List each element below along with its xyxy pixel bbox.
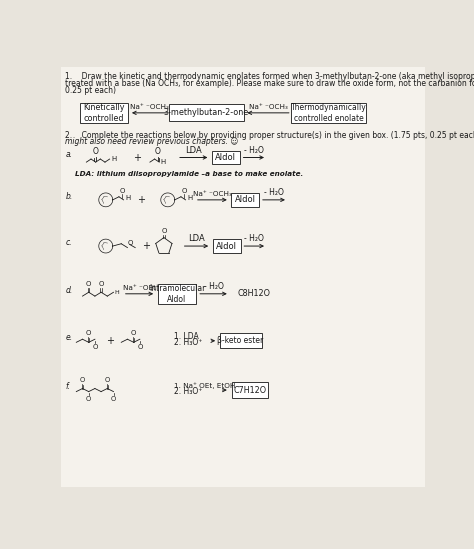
Text: Na⁺ ⁻OCH₃: Na⁺ ⁻OCH₃ bbox=[193, 191, 232, 197]
Text: H: H bbox=[114, 290, 119, 295]
Text: β-keto ester: β-keto ester bbox=[218, 337, 264, 345]
Text: Kinetically
controlled: Kinetically controlled bbox=[83, 103, 125, 122]
Text: 3-methylbutan-2-one: 3-methylbutan-2-one bbox=[164, 108, 249, 117]
Text: Na⁺ ⁻OEt: Na⁺ ⁻OEt bbox=[123, 285, 156, 291]
Text: Aldol: Aldol bbox=[235, 195, 256, 204]
Text: O: O bbox=[131, 330, 137, 336]
Text: O: O bbox=[155, 147, 161, 156]
Text: LDA: lithium diisopropylamide –a base to make enolate.: LDA: lithium diisopropylamide –a base to… bbox=[75, 171, 303, 177]
Text: 1.    Draw the kinetic and thermodynamic enolates formed when 3-methylbutan-2-on: 1. Draw the kinetic and thermodynamic en… bbox=[65, 72, 474, 81]
Text: O: O bbox=[128, 240, 133, 246]
Text: Aldol: Aldol bbox=[216, 242, 237, 250]
Text: O: O bbox=[86, 396, 91, 402]
Text: e.: e. bbox=[65, 333, 73, 342]
FancyBboxPatch shape bbox=[212, 150, 240, 165]
FancyBboxPatch shape bbox=[80, 103, 128, 123]
FancyBboxPatch shape bbox=[213, 239, 241, 253]
Text: 2.    Complete the reactions below by providing proper structure(s) in the given: 2. Complete the reactions below by provi… bbox=[65, 131, 474, 139]
Text: +: + bbox=[133, 153, 141, 163]
Text: a.: a. bbox=[65, 150, 73, 159]
Text: +: + bbox=[142, 241, 150, 251]
Text: Aldol: Aldol bbox=[215, 153, 237, 162]
Text: d.: d. bbox=[65, 286, 73, 295]
Text: O: O bbox=[119, 188, 125, 194]
Text: O: O bbox=[92, 344, 98, 350]
FancyBboxPatch shape bbox=[232, 382, 268, 397]
Text: +: + bbox=[106, 336, 114, 346]
Text: H: H bbox=[111, 156, 117, 162]
FancyBboxPatch shape bbox=[61, 68, 425, 487]
Text: O: O bbox=[86, 281, 91, 287]
Text: O: O bbox=[93, 147, 99, 156]
Text: LDA: LDA bbox=[185, 146, 202, 155]
Text: c.: c. bbox=[65, 238, 72, 248]
Text: O: O bbox=[111, 396, 116, 402]
Text: 2. H₃O⁺: 2. H₃O⁺ bbox=[174, 387, 202, 396]
Text: O: O bbox=[137, 344, 143, 350]
Text: b.: b. bbox=[65, 192, 73, 201]
Text: - H₂O: - H₂O bbox=[264, 188, 284, 197]
Text: C7H12O: C7H12O bbox=[233, 385, 266, 395]
Text: O: O bbox=[99, 281, 104, 287]
Text: treated with a base (Na OCH₃, for example). Please make sure to draw the oxide f: treated with a base (Na OCH₃, for exampl… bbox=[65, 79, 474, 88]
FancyBboxPatch shape bbox=[231, 193, 259, 207]
Text: O: O bbox=[86, 330, 91, 336]
Text: Na⁺ ⁻OCH₃: Na⁺ ⁻OCH₃ bbox=[249, 104, 288, 110]
Text: - H₂O: - H₂O bbox=[244, 146, 264, 155]
Text: 1. Na⁺ OEt, EtOH: 1. Na⁺ OEt, EtOH bbox=[174, 382, 235, 389]
Text: - H₂O: - H₂O bbox=[244, 234, 264, 243]
Text: 1. LDA: 1. LDA bbox=[174, 332, 199, 340]
Text: +: + bbox=[137, 195, 145, 205]
Text: O: O bbox=[161, 228, 166, 234]
Text: H: H bbox=[161, 159, 166, 165]
Text: O: O bbox=[105, 377, 110, 383]
FancyBboxPatch shape bbox=[158, 284, 196, 304]
Text: Intramolecular
Aldol: Intramolecular Aldol bbox=[149, 284, 205, 304]
Text: H: H bbox=[187, 195, 192, 201]
Text: f.: f. bbox=[65, 383, 70, 391]
Text: 2. H₃O⁺: 2. H₃O⁺ bbox=[174, 338, 202, 347]
FancyBboxPatch shape bbox=[291, 103, 366, 123]
Text: Thermodynamically
controlled enolate: Thermodynamically controlled enolate bbox=[291, 103, 366, 122]
Text: 0.25 pt each): 0.25 pt each) bbox=[65, 86, 117, 95]
Text: Na⁺ ⁻OCH₃: Na⁺ ⁻OCH₃ bbox=[130, 104, 169, 110]
FancyBboxPatch shape bbox=[169, 104, 244, 121]
Text: H: H bbox=[125, 195, 130, 201]
Text: C8H12O: C8H12O bbox=[237, 289, 271, 298]
FancyBboxPatch shape bbox=[219, 333, 262, 349]
Text: might also need review previous chapters. ☺: might also need review previous chapters… bbox=[65, 137, 239, 147]
Text: - H₂O: - H₂O bbox=[203, 282, 223, 291]
Text: O: O bbox=[80, 377, 85, 383]
Text: O: O bbox=[182, 188, 187, 194]
Text: LDA: LDA bbox=[188, 234, 205, 243]
